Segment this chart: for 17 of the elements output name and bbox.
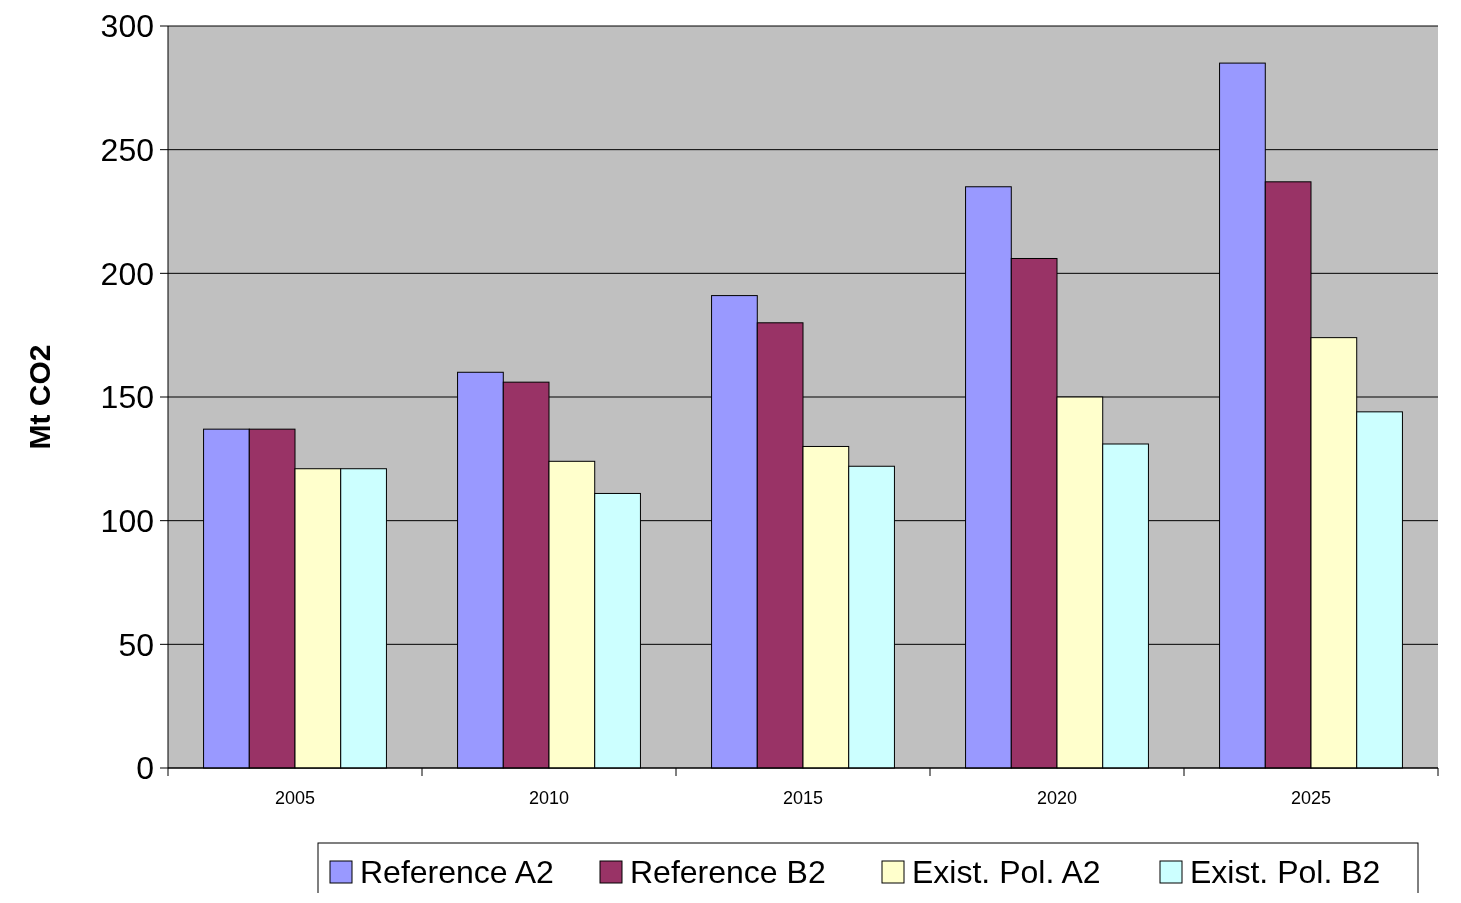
legend-label: Exist. Pol. B2	[1190, 854, 1381, 891]
y-axis-title: Mt CO2	[23, 344, 56, 450]
y-tick-label: 300	[100, 8, 154, 45]
y-tick-label: 200	[100, 255, 154, 292]
y-tick-label: 250	[100, 131, 154, 168]
legend-label: Exist. Pol. A2	[912, 854, 1101, 891]
x-tick-label: 2025	[1290, 788, 1332, 808]
x-tick-label: 2005	[274, 788, 316, 808]
x-tick-label: 2010	[528, 788, 570, 808]
x-tick-label: 2020	[1036, 788, 1078, 808]
legend-label: Reference A2	[360, 854, 554, 891]
y-tick-label: 0	[136, 750, 154, 787]
x-tick-label: 2015	[782, 788, 824, 808]
y-tick-label: 150	[100, 379, 154, 416]
legend-label: Reference B2	[630, 854, 826, 891]
y-tick-label: 100	[100, 502, 154, 539]
y-tick-label: 50	[118, 626, 154, 663]
